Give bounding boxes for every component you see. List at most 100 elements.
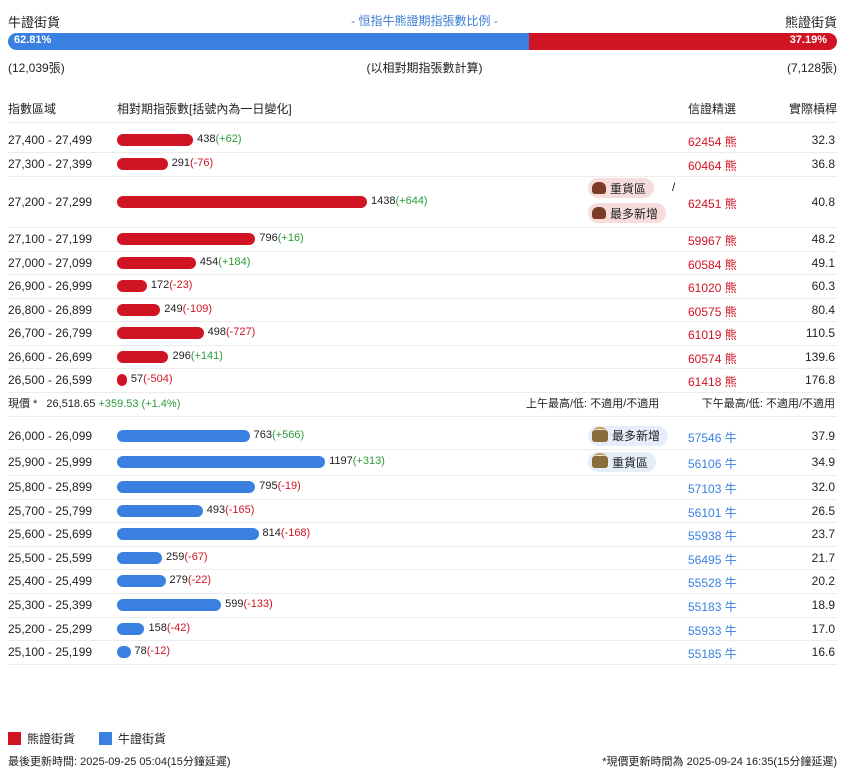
- featured-warrant-link[interactable]: 55185 牛: [688, 647, 737, 661]
- bear-header-title: 熊證街貨: [784, 15, 837, 30]
- featured-warrant-link[interactable]: 61418 熊: [688, 375, 737, 389]
- daily-change: (-76): [189, 157, 214, 169]
- bull-swatch: [99, 732, 113, 745]
- count-value: 57: [130, 373, 144, 385]
- count-value: 493: [206, 503, 226, 516]
- featured-warrant-link[interactable]: 60574 熊: [688, 351, 737, 366]
- bull-row: 25,700 - 25,799 493(-165) 56101 牛 26.5: [8, 499, 837, 522]
- tag-label: 最多新增: [612, 429, 661, 443]
- effective-leverage: 40.8: [811, 194, 835, 209]
- featured-warrant-link[interactable]: 59967 熊: [688, 234, 737, 248]
- bear-row: 27,200 - 27,299 1438(+644) 重貨區 最多新增 / 62451 熊…: [8, 176, 837, 227]
- row-divider: [8, 640, 837, 641]
- daily-change: (-12): [146, 645, 171, 657]
- bear-contracts-bar: [117, 158, 168, 170]
- effective-leverage: 139.6: [804, 349, 835, 364]
- featured-warrant-link[interactable]: 55528 牛: [688, 576, 737, 590]
- effective-leverage: 26.5: [811, 503, 835, 518]
- bull-contracts-bar: [117, 504, 203, 517]
- tag-label: 最多新增: [610, 206, 659, 221]
- effective-leverage: 36.8: [811, 157, 835, 171]
- daily-change: (+62): [215, 133, 242, 145]
- tag-heavy-zone: 重貨區: [588, 452, 657, 472]
- featured-warrant-link[interactable]: 60584 熊: [688, 257, 737, 272]
- col-header-range: 指數區域: [8, 102, 57, 116]
- featured-warrant-link[interactable]: 55183 牛: [688, 600, 737, 614]
- featured-warrant-link[interactable]: 62451 熊: [688, 196, 737, 211]
- contract-count: 795(-19): [259, 480, 301, 492]
- tag-most-new: 最多新增: [588, 203, 667, 223]
- contract-count: 763(+566): [254, 429, 304, 441]
- effective-leverage: 37.9: [811, 428, 835, 443]
- row-divider: [8, 251, 837, 252]
- row-divider: [8, 152, 837, 153]
- daily-change: (-23): [169, 279, 193, 291]
- featured-warrant-link[interactable]: 60464 熊: [688, 159, 737, 173]
- bear-icon: [592, 182, 606, 194]
- index-range: 25,300 - 25,399: [8, 598, 93, 612]
- featured-warrant-link[interactable]: 56101 牛: [688, 505, 737, 520]
- daily-change: (+184): [218, 255, 251, 268]
- bull-row: 25,200 - 25,299 158(-42) 55933 牛 17.0: [8, 617, 837, 640]
- index-range: 26,700 - 26,799: [8, 326, 93, 340]
- daily-change: (-504): [143, 373, 173, 385]
- featured-warrant-link[interactable]: 57546 牛: [688, 430, 737, 445]
- daily-change: (-109): [182, 302, 212, 315]
- spot-value: 26,518.65: [46, 398, 96, 410]
- count-value: 78: [134, 645, 147, 657]
- featured-warrant-link[interactable]: 55933 牛: [688, 623, 737, 638]
- featured-warrant-link[interactable]: 56106 牛: [688, 457, 737, 471]
- row-divider: [8, 569, 837, 570]
- effective-leverage: 34.9: [811, 455, 835, 469]
- row-divider: [8, 664, 837, 665]
- index-range: 26,900 - 26,999: [8, 279, 93, 293]
- featured-warrant-link[interactable]: 60575 熊: [688, 304, 737, 319]
- index-range: 25,200 - 25,299: [8, 621, 93, 636]
- featured-warrant-link[interactable]: 61019 熊: [688, 328, 737, 342]
- spot-divider: [8, 392, 837, 393]
- spot-price-row: 現價 * 26,518.65 +359.53 (+1.4%) 上午最高/低: 不…: [8, 395, 837, 411]
- row-divider: [8, 449, 837, 450]
- bear-row: 26,500 - 26,599 57(-504) 61418 熊 176.8: [8, 368, 837, 392]
- col-header-price: 信證精選: [688, 102, 737, 116]
- contract-count: 57(-504): [131, 373, 173, 385]
- index-range: 26,800 - 26,899: [8, 302, 93, 317]
- row-divider: [8, 298, 837, 299]
- daily-change: (-165): [225, 503, 255, 516]
- index-range: 25,400 - 25,499: [8, 574, 93, 588]
- row-divider: [8, 522, 837, 523]
- bull-header-title: 牛證街貨: [8, 15, 61, 30]
- bear-contracts-bar: [117, 233, 256, 245]
- featured-warrant-link[interactable]: 61020 熊: [688, 281, 737, 295]
- daily-change: (-67): [184, 550, 208, 563]
- featured-warrant-link[interactable]: 57103 牛: [688, 482, 737, 496]
- bear-contracts-bar: [117, 280, 147, 292]
- count-value: 249: [164, 302, 183, 315]
- featured-warrant-link[interactable]: 55938 牛: [688, 529, 737, 543]
- bear-ratio-segment: 37.19%: [528, 33, 837, 50]
- row-divider: [8, 345, 837, 346]
- bull-contracts-bar: [117, 551, 163, 564]
- count-value: 158: [148, 621, 167, 634]
- daily-change: (+313): [352, 455, 385, 467]
- count-value: 296: [172, 349, 191, 362]
- index-range: 25,500 - 25,599: [8, 550, 93, 565]
- contract-count: 172(-23): [151, 279, 193, 291]
- count-value: 763: [253, 428, 272, 441]
- featured-warrant-link[interactable]: 56495 牛: [688, 552, 737, 567]
- featured-warrant-link[interactable]: 62454 熊: [688, 135, 737, 149]
- bear-row: 27,100 - 27,199 796(+16) 59967 熊 48.2: [8, 227, 837, 251]
- index-range: 25,100 - 25,199: [8, 645, 93, 659]
- bull-contracts-bar: [117, 429, 250, 442]
- count-value: 599: [225, 598, 244, 610]
- count-value: 438: [197, 133, 216, 145]
- count-value: 814: [262, 527, 281, 539]
- bear-swatch: [8, 732, 21, 745]
- index-range: 26,000 - 26,099: [8, 428, 93, 443]
- effective-leverage: 48.2: [811, 232, 835, 246]
- bear-ratio-label: 37.19%: [789, 34, 827, 46]
- bull-contracts-total: (12,039張): [8, 61, 65, 75]
- bear-contracts-bar: [117, 134, 194, 146]
- contract-count: 796(+16): [259, 232, 303, 244]
- count-value: 795: [259, 480, 278, 492]
